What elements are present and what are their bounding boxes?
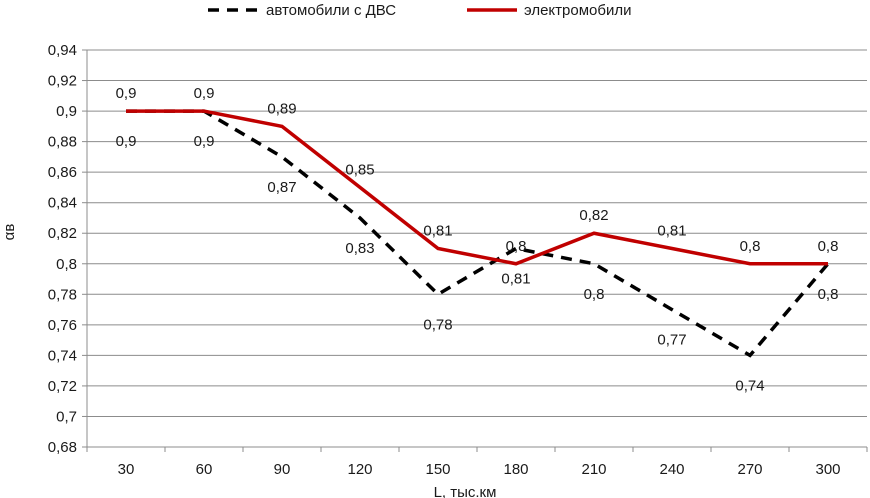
y-tick-label: 0,76 — [48, 317, 77, 334]
y-tick-label: 0,72 — [48, 378, 77, 395]
legend: автомобили с ДВС электромобили — [208, 2, 631, 19]
series-lines — [126, 109, 830, 358]
x-tick-label: 120 — [347, 461, 372, 478]
data-label-ev: 0,8 — [740, 238, 761, 255]
y-tick-label: 0,88 — [48, 134, 77, 151]
y-tick-label: 0,7 — [56, 408, 77, 425]
data-label-ice: 0,81 — [501, 271, 530, 288]
data-label-ev: 0,89 — [267, 100, 296, 117]
legend-label-ice: автомобили с ДВС — [266, 2, 396, 19]
data-label-ev: 0,8 — [818, 238, 839, 255]
series-line-ice — [126, 109, 830, 358]
x-tick-label: 210 — [581, 461, 606, 478]
x-tick-label: 90 — [274, 461, 291, 478]
data-label-ev: 0,9 — [194, 85, 215, 102]
y-axis-title: αв — [1, 224, 18, 241]
x-tick-label: 60 — [196, 461, 213, 478]
gridlines — [87, 49, 867, 417]
x-tick-label: 300 — [815, 461, 840, 478]
y-tick-label: 0,68 — [48, 439, 77, 456]
x-tick-label: 180 — [503, 461, 528, 478]
data-label-ice: 0,8 — [818, 286, 839, 303]
series-line-ev — [126, 109, 828, 266]
data-label-ev: 0,8 — [506, 238, 527, 255]
x-tick-label: 240 — [659, 461, 684, 478]
legend-label-ev: электромобили — [524, 2, 631, 19]
y-tick-label: 0,78 — [48, 286, 77, 303]
data-label-ev: 0,81 — [657, 223, 686, 240]
data-label-ice: 0,74 — [735, 377, 764, 394]
data-labels: 0,9 0,9 0,87 0,83 0,78 0,81 0,8 0,77 0,74 0,8 0,9 0… — [116, 85, 839, 394]
axes — [82, 49, 868, 452]
x-tick-label: 270 — [737, 461, 762, 478]
data-label-ice: 0,8 — [584, 286, 605, 303]
y-tick-label: 0,84 — [48, 195, 77, 212]
data-label-ice: 0,78 — [423, 316, 452, 333]
x-tick-labels: 30 60 90 120 150 180 210 240 270 300 — [118, 461, 841, 478]
x-axis-title: L, тыс.км — [434, 484, 497, 498]
data-label-ev: 0,9 — [116, 85, 137, 102]
y-tick-label: 0,82 — [48, 225, 77, 242]
data-label-ice: 0,87 — [267, 179, 296, 196]
y-tick-label: 0,8 — [56, 256, 77, 273]
x-tick-label: 150 — [425, 461, 450, 478]
y-tick-labels: 0,68 0,7 0,72 0,74 0,76 0,78 0,8 0,82 0,84 0,86 0,… — [48, 42, 77, 456]
data-label-ice: 0,9 — [194, 133, 215, 150]
data-label-ev: 0,85 — [345, 161, 374, 178]
x-tick-label: 30 — [118, 461, 135, 478]
y-tick-label: 0,94 — [48, 42, 77, 59]
data-label-ice: 0,83 — [345, 240, 374, 257]
data-label-ice: 0,77 — [657, 332, 686, 349]
y-tick-label: 0,86 — [48, 164, 77, 181]
y-tick-label: 0,74 — [48, 347, 77, 364]
y-tick-label: 0,92 — [48, 73, 77, 90]
data-label-ice: 0,9 — [116, 133, 137, 150]
data-label-ev: 0,81 — [423, 223, 452, 240]
y-tick-label: 0,9 — [56, 103, 77, 120]
data-label-ev: 0,82 — [579, 207, 608, 224]
